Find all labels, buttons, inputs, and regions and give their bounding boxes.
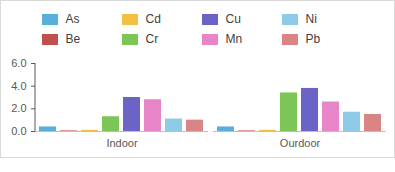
html-text:Ni: Ni xyxy=(305,12,317,26)
html-text:Cr: Cr xyxy=(145,32,159,46)
svg-text:2.0: 2.0 xyxy=(11,102,26,114)
svg-text:6.0: 6.0 xyxy=(11,57,26,69)
svg-text:Indoor: Indoor xyxy=(106,137,138,149)
html-text:Mn: Mn xyxy=(225,32,243,46)
html-text:Be: Be xyxy=(65,32,81,46)
svg-text:0.0: 0.0 xyxy=(11,125,26,137)
html-text:As: As xyxy=(65,12,80,26)
svg-text:4.0: 4.0 xyxy=(11,80,26,92)
html-text:Cu: Cu xyxy=(225,12,241,26)
html-text:Cd: Cd xyxy=(145,12,161,26)
svg-text:Ourdoor: Ourdoor xyxy=(280,137,321,149)
html-text:Pb: Pb xyxy=(305,32,321,46)
